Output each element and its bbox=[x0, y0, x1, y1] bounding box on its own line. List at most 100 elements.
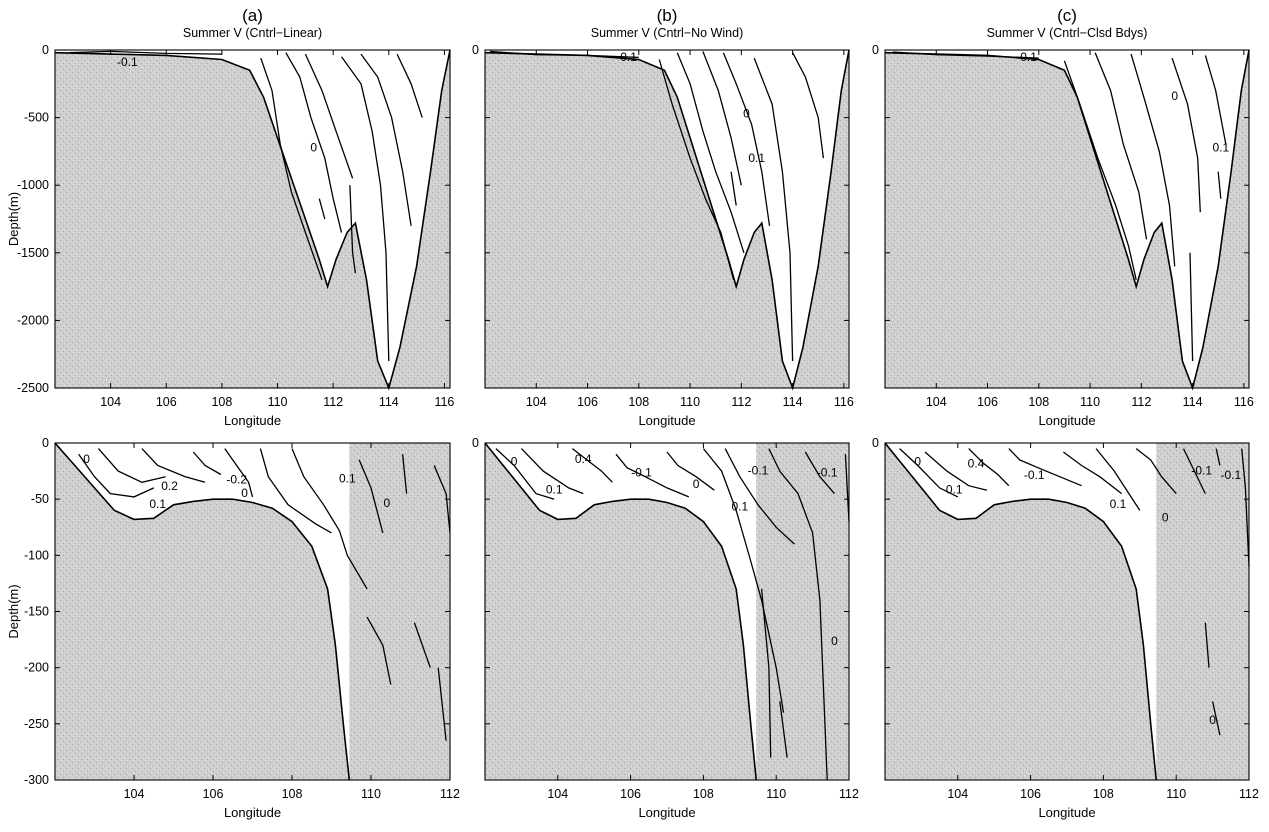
contour-line bbox=[702, 51, 742, 186]
land-mask bbox=[485, 50, 849, 388]
contour-line bbox=[768, 448, 828, 781]
contour-line bbox=[968, 448, 1010, 487]
contour-line bbox=[360, 53, 412, 226]
contour-line bbox=[1215, 448, 1221, 466]
contour-label: -0.1 bbox=[1024, 468, 1045, 482]
contour-line bbox=[1094, 52, 1148, 240]
contour-line bbox=[1241, 448, 1250, 567]
contour-line bbox=[366, 616, 392, 685]
contour-label: 0 bbox=[310, 140, 317, 154]
contour-line bbox=[724, 448, 795, 545]
y-tick-label: -200 bbox=[24, 661, 49, 675]
y-tick-label: -2000 bbox=[17, 313, 49, 327]
contour-line bbox=[401, 454, 408, 494]
contour-label: -0.1 bbox=[1220, 468, 1241, 482]
x-tick-label: 112 bbox=[1131, 395, 1151, 409]
land-mask-right bbox=[349, 443, 450, 780]
contour-line bbox=[78, 453, 155, 498]
y-tick-label: -2500 bbox=[17, 381, 49, 395]
contour-line bbox=[658, 59, 735, 280]
contour-line bbox=[1211, 701, 1221, 736]
y-tick-label: -100 bbox=[24, 548, 49, 562]
contour-line bbox=[192, 451, 222, 476]
contour-line bbox=[753, 57, 794, 362]
contour-line bbox=[340, 56, 390, 362]
contour-line bbox=[702, 448, 785, 713]
contour-label: -0.2 bbox=[226, 472, 247, 486]
contour-line bbox=[490, 50, 639, 59]
x-tick-label: 116 bbox=[834, 395, 854, 409]
bathymetry-line bbox=[484, 442, 757, 781]
contour-line bbox=[760, 588, 772, 758]
panel-title: Summer V (Cntrl−No Wind) bbox=[591, 26, 743, 40]
contour-label: 0.1 bbox=[748, 151, 765, 165]
contour-label: 0 bbox=[743, 107, 750, 121]
x-tick-label: 116 bbox=[1234, 395, 1254, 409]
contour-label: 0 bbox=[914, 454, 921, 468]
plot-frame bbox=[484, 49, 850, 389]
contour-line bbox=[285, 52, 343, 233]
contour-line bbox=[495, 448, 555, 500]
x-tick-label: 114 bbox=[1183, 395, 1203, 409]
contour-label: 0.1 bbox=[731, 499, 748, 513]
contour-label: 0.4 bbox=[968, 457, 985, 471]
panel-letter: (a) bbox=[242, 6, 263, 25]
contour-label: 0 bbox=[383, 496, 390, 510]
contour-line bbox=[259, 448, 332, 534]
contour-label: -0.1 bbox=[631, 466, 652, 480]
contour-label: -0.1 bbox=[748, 463, 769, 477]
contour-line bbox=[358, 459, 384, 534]
contour-line bbox=[804, 451, 835, 495]
land-mask bbox=[885, 443, 1249, 780]
y-tick-label: -50 bbox=[31, 492, 49, 506]
contour-label: 0.1 bbox=[620, 50, 637, 64]
contour-line bbox=[892, 51, 1039, 59]
x-axis-label: Longitude bbox=[224, 805, 281, 820]
y-tick-label: -250 bbox=[24, 717, 49, 731]
contour-line bbox=[437, 667, 447, 741]
contour-line bbox=[1189, 252, 1194, 362]
contour-label: 0 bbox=[241, 486, 248, 500]
x-tick-label: 114 bbox=[783, 395, 803, 409]
land-mask bbox=[55, 443, 450, 780]
x-tick-label: 106 bbox=[203, 787, 224, 801]
contour-label: 0.1 bbox=[1020, 50, 1037, 64]
contour-label: -0.1 bbox=[117, 55, 138, 69]
x-tick-label: 108 bbox=[693, 787, 714, 801]
bathymetry-line bbox=[884, 442, 1157, 781]
contour-line bbox=[615, 453, 690, 498]
land-mask bbox=[485, 443, 849, 780]
x-tick-label: 108 bbox=[628, 395, 649, 409]
x-axis-label: Longitude bbox=[1038, 413, 1095, 428]
contour-line bbox=[1095, 448, 1141, 511]
land-mask-right bbox=[756, 443, 849, 780]
contour-line bbox=[349, 185, 357, 274]
contour-line bbox=[413, 622, 431, 668]
y-tick-label: 0 bbox=[872, 436, 879, 450]
land-mask bbox=[55, 50, 450, 388]
x-tick-label: 104 bbox=[547, 787, 568, 801]
plot-frame bbox=[884, 49, 1250, 389]
x-tick-label: 110 bbox=[268, 395, 288, 409]
y-tick-label: -1500 bbox=[17, 246, 49, 260]
chart-panel-6: 0 0.4 0.1 -0.1 0.1 0 -0.1 -0.1 0 104 106 108 110 112 0… bbox=[872, 436, 1259, 820]
contour-line bbox=[844, 454, 850, 522]
contour-line bbox=[676, 52, 745, 253]
contour-label: 0.1 bbox=[339, 471, 356, 485]
contour-label: 0.1 bbox=[546, 483, 563, 497]
x-tick-label: 110 bbox=[1166, 787, 1186, 801]
contour-label: 0.4 bbox=[575, 452, 592, 466]
x-tick-label: 108 bbox=[211, 395, 232, 409]
contour-line bbox=[666, 451, 715, 491]
x-axis-label: Longitude bbox=[638, 805, 695, 820]
contour-line bbox=[1130, 53, 1176, 267]
x-tick-label: 104 bbox=[526, 395, 547, 409]
x-tick-label: 104 bbox=[926, 395, 947, 409]
contour-line bbox=[291, 448, 368, 590]
x-tick-label: 108 bbox=[1093, 787, 1114, 801]
x-tick-label: 116 bbox=[434, 395, 454, 409]
contour-line bbox=[141, 448, 206, 483]
contour-label: 0.1 bbox=[149, 497, 166, 511]
contour-label: 0.1 bbox=[1212, 140, 1229, 154]
contour-line bbox=[924, 451, 988, 491]
